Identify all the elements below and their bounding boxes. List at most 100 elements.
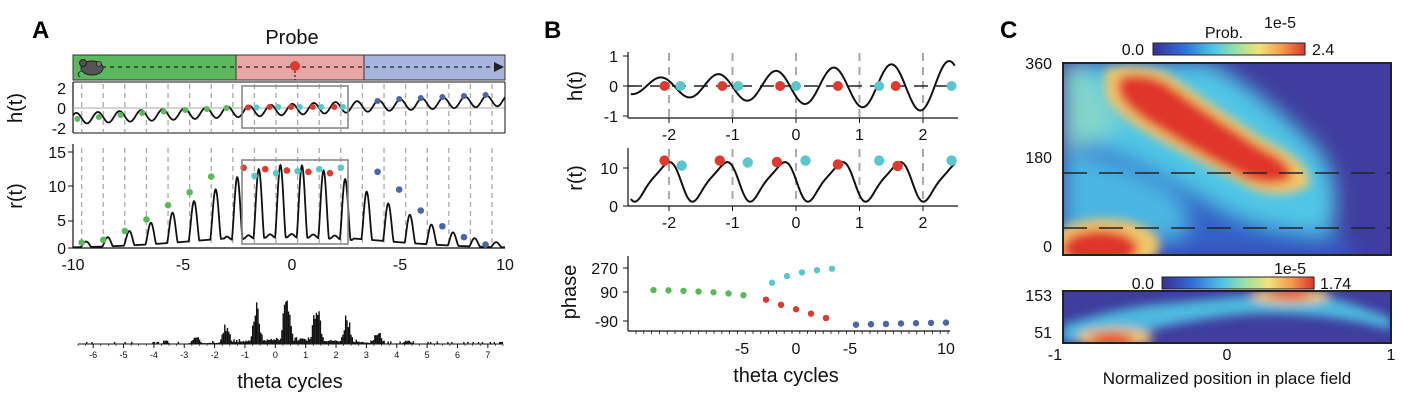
a-hist-bar (356, 341, 359, 344)
a-hist-bar (113, 341, 116, 344)
a-hist-bar (164, 340, 166, 344)
a-hist-bar (209, 342, 211, 344)
b-r-ytick-0: 10 (600, 161, 618, 178)
track-bar (72, 54, 506, 81)
a-hist-bar (289, 314, 291, 344)
a-hist-bar (399, 341, 401, 344)
a-hist-bar (329, 340, 331, 344)
a-hist-tick-label: 6 (455, 350, 460, 360)
b-h-dot-cyan (791, 81, 801, 91)
b-h-dot-red (832, 81, 843, 91)
a-hist-bar (411, 342, 413, 344)
a-hist-bar (281, 330, 283, 344)
a-hist-bar (303, 338, 306, 344)
b-top-xticks: -2 -1 0 1 2 (662, 118, 928, 144)
b-phase-dot-cyan (813, 267, 821, 274)
a-hist-bar (340, 337, 343, 344)
a-hist-bar (218, 342, 221, 344)
a-hist-bar (314, 318, 316, 344)
b-top-tick-label: 1 (855, 127, 864, 144)
b-r-axes (623, 148, 958, 207)
a-hist-bar (198, 339, 201, 344)
a-hist-bar (355, 339, 357, 344)
a-hist-bar (259, 332, 262, 344)
a-hist-bar (351, 337, 353, 344)
a-h-dot-blue (439, 94, 446, 100)
colorbar-2 (1161, 276, 1315, 290)
a-spike-histogram (85, 300, 504, 344)
colorbar-1 (1152, 42, 1306, 56)
a-hist-bar (315, 312, 318, 344)
a-hist-bar (273, 339, 275, 344)
a-hist-bar (177, 341, 180, 344)
a-hist-bar (226, 327, 229, 344)
a-hist-bar (290, 326, 292, 344)
b-phase-dot-green (710, 289, 717, 296)
a-r-axes (68, 144, 505, 249)
b-r-ytick-1: 0 (609, 199, 618, 216)
a-hist-bar (404, 340, 407, 344)
b-mid-tick-label: -1 (725, 215, 739, 232)
a-hist-bar (390, 341, 392, 344)
b-phase-dot-cyan (768, 279, 776, 286)
a-hist-bar (336, 341, 339, 344)
b-phase-dot-blue (867, 321, 875, 328)
b-phase-dot-blue (882, 320, 890, 328)
b-h-dot-red (659, 81, 670, 91)
a-hist-bar (278, 340, 280, 344)
a-hist-bar (242, 340, 245, 344)
b-r-dot-red (832, 159, 844, 170)
panel-label-b: B (544, 17, 561, 44)
a-hist-bar (153, 341, 156, 344)
a-hist-bar (368, 342, 371, 344)
a-h-dot-green (139, 110, 146, 116)
a-hist-bar (380, 338, 383, 344)
c-xlabel: Normalized position in place field (1103, 369, 1352, 388)
b-phase-dot-blue (912, 320, 920, 327)
b-phase-dot-green (725, 290, 732, 297)
b-mid-tick-label: 0 (792, 215, 801, 232)
a-h-gridlines (80, 84, 493, 132)
b-phase-dot-red (822, 314, 830, 322)
b-phase-minor-ticks (635, 331, 949, 334)
colorbar-2-exp: 1e-5 (1274, 261, 1306, 278)
a-r-ytick-3: 0 (57, 241, 66, 258)
a-hist-bar (245, 340, 247, 344)
a-hist-bar (371, 340, 373, 344)
a-hist-bar (189, 342, 191, 344)
a-hist-bar (310, 336, 312, 344)
colorbar-2-max: 1.74 (1320, 276, 1351, 293)
colorbar-2-min: 0.0 (1132, 276, 1154, 293)
a-hist-bar (338, 341, 340, 344)
a-hist-bar (257, 308, 259, 344)
c-xtick-0: -1 (1048, 347, 1062, 364)
a-hist-bar (297, 340, 299, 344)
b-phase-xtick-0: -5 (735, 341, 749, 358)
a-hist-bar (378, 333, 380, 344)
a-xlabel: theta cycles (237, 371, 343, 393)
a-hist-bar (157, 341, 160, 344)
a-r-dot-blue (374, 168, 381, 176)
a-hist-bar (241, 341, 243, 344)
a-hist-bar (346, 320, 348, 344)
a-hist-bar (307, 337, 310, 344)
a-hist-bar (85, 341, 88, 344)
a-hist-bar (489, 341, 492, 344)
a-hist-bar (333, 340, 335, 344)
a-hist-tick-label: 3 (364, 350, 369, 360)
a-hist-bar (270, 338, 272, 344)
b-r-dot-cyan (800, 155, 811, 166)
a-hist-bar (327, 340, 330, 344)
a-hist-bar (236, 339, 238, 344)
a-hist-bar (481, 341, 484, 344)
a-h-dot-green (203, 106, 210, 112)
a-hist-bar (317, 314, 319, 344)
a-hist-bar (204, 342, 206, 344)
a-hist-bar (291, 333, 294, 344)
b-mid-tick-label: 1 (855, 215, 864, 232)
a-hist-bar (451, 341, 453, 344)
a-hist-bar (376, 334, 379, 344)
a-xtick-3: -5 (393, 257, 407, 274)
a-h-dot-cyan (318, 104, 325, 110)
a-hist-bar (366, 342, 368, 344)
